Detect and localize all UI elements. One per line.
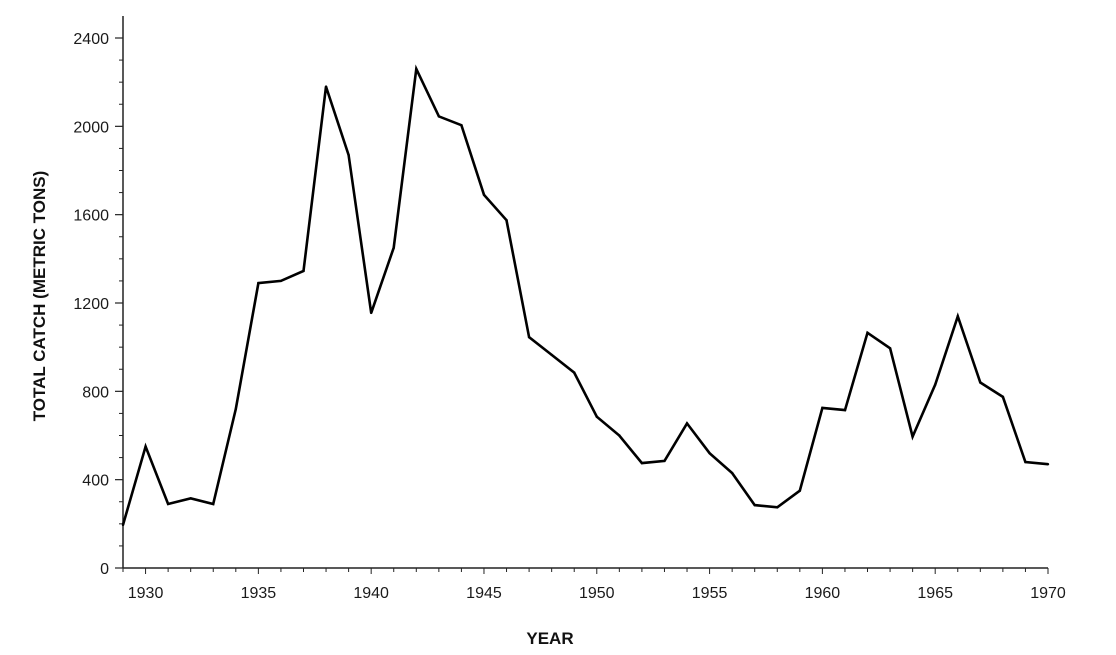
y-tick-label: 2400	[73, 31, 109, 48]
x-tick-label: 1955	[692, 585, 728, 602]
y-tick-label: 800	[82, 384, 109, 401]
data-point	[640, 461, 644, 465]
data-point	[663, 459, 666, 463]
x-tick-label: 1965	[917, 585, 953, 602]
x-tick-label: 1970	[1030, 585, 1066, 602]
data-point	[392, 246, 395, 249]
x-tick-labels: 1930 1935 1940 1945 1950 1955 1960 1965 1970	[128, 585, 1066, 602]
x-tick-label: 1940	[353, 585, 389, 602]
y-major-ticks	[115, 37, 123, 569]
data-point	[888, 347, 892, 350]
data-point	[460, 124, 463, 127]
data-point	[685, 422, 689, 425]
data-point	[302, 269, 305, 273]
data-point	[144, 445, 147, 448]
y-tick-label: 1200	[73, 296, 109, 313]
data-point	[979, 381, 982, 384]
data-point	[708, 451, 711, 455]
data-point	[730, 471, 734, 475]
series-line	[121, 64, 1049, 526]
data-point	[573, 371, 576, 374]
data-point	[821, 406, 824, 410]
data-point	[415, 67, 418, 71]
data-point	[550, 353, 553, 357]
x-tick-label: 1945	[466, 585, 502, 602]
y-tick-label: 400	[82, 473, 109, 490]
y-tick-labels: 0 400 800 1200 1600 2000 2400	[73, 31, 109, 578]
data-point	[482, 193, 486, 196]
y-tick-label: 0	[100, 561, 109, 578]
data-point	[1046, 463, 1050, 466]
x-ticks	[122, 568, 1049, 574]
data-point	[753, 503, 756, 507]
data-point	[798, 489, 802, 492]
data-point	[121, 523, 125, 527]
data-point	[595, 415, 598, 418]
data-point	[257, 281, 260, 285]
data-point	[212, 502, 215, 506]
data-point	[1024, 460, 1027, 464]
series-group	[121, 64, 1050, 527]
data-point	[776, 506, 779, 509]
y-tick-label: 2000	[73, 119, 109, 136]
data-point	[843, 408, 847, 412]
data-point	[866, 331, 869, 335]
x-tick-label: 1935	[241, 585, 277, 602]
data-point	[1001, 395, 1005, 399]
data-point	[189, 497, 192, 500]
data-point	[347, 153, 350, 157]
x-axis-title: YEAR	[526, 629, 573, 648]
x-tick-label: 1950	[579, 585, 615, 602]
data-point	[933, 383, 937, 386]
y-axis-title: TOTAL CATCH (METRIC TONS)	[30, 171, 49, 422]
data-point	[505, 218, 508, 222]
data-point	[437, 115, 441, 118]
data-point	[234, 407, 238, 411]
data-point	[324, 85, 328, 88]
data-point	[956, 315, 959, 318]
data-point	[618, 434, 621, 437]
data-point	[527, 336, 531, 339]
data-point	[911, 435, 914, 438]
x-tick-label: 1930	[128, 585, 164, 602]
y-tick-label: 1600	[73, 208, 109, 225]
x-tick-label: 1960	[805, 585, 841, 602]
data-point	[166, 502, 170, 506]
data-point	[279, 279, 283, 283]
data-point	[369, 311, 373, 315]
